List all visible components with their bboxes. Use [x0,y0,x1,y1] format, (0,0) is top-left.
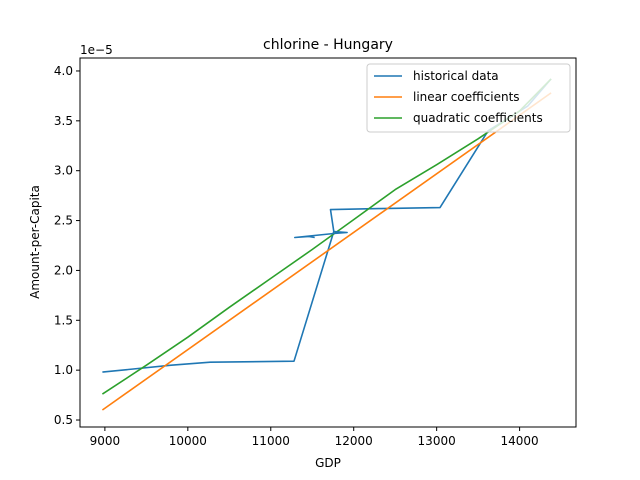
x-tick-label: 10000 [169,434,207,448]
x-tick-label: 12000 [335,434,373,448]
y-tick-label: 1.0 [54,363,73,377]
legend-label-0: historical data [413,69,499,83]
y-tick-label: 1.5 [54,313,73,327]
series-line-2 [101,78,552,395]
y-tick-label: 4.0 [54,64,73,78]
axes-layer: 9000 10000 11000 12000 13000 14000 0.5 1.0 1.5 2.… [54,64,539,448]
legend-label-2: quadratic coefficients [413,111,543,125]
x-tick-label: 11000 [252,434,290,448]
y-tick-label: 3.5 [54,114,73,128]
plot-frame [79,57,577,428]
x-tick-label: 13000 [418,434,456,448]
series-line-1 [101,92,552,411]
x-tick-label: 14000 [501,434,539,448]
y-axis-label: Amount-per-Capita [28,185,42,299]
series-line-extra-0 [293,230,348,239]
x-tick-label: 9000 [90,434,121,448]
legend-box [366,63,571,133]
y-tick-label: 2.5 [54,214,73,228]
legend-label-1: linear coefficients [413,90,520,104]
chart-title: chlorine - Hungary [263,37,393,53]
y-offset-label: 1e−5 [80,43,113,57]
y-tick-label: 2.0 [54,263,73,277]
y-tick-label: 0.5 [54,413,73,427]
legend: historical data linear coefficients quadra… [366,63,571,133]
x-axis-label: GDP [315,456,341,470]
y-tick-label: 3.0 [54,164,73,178]
